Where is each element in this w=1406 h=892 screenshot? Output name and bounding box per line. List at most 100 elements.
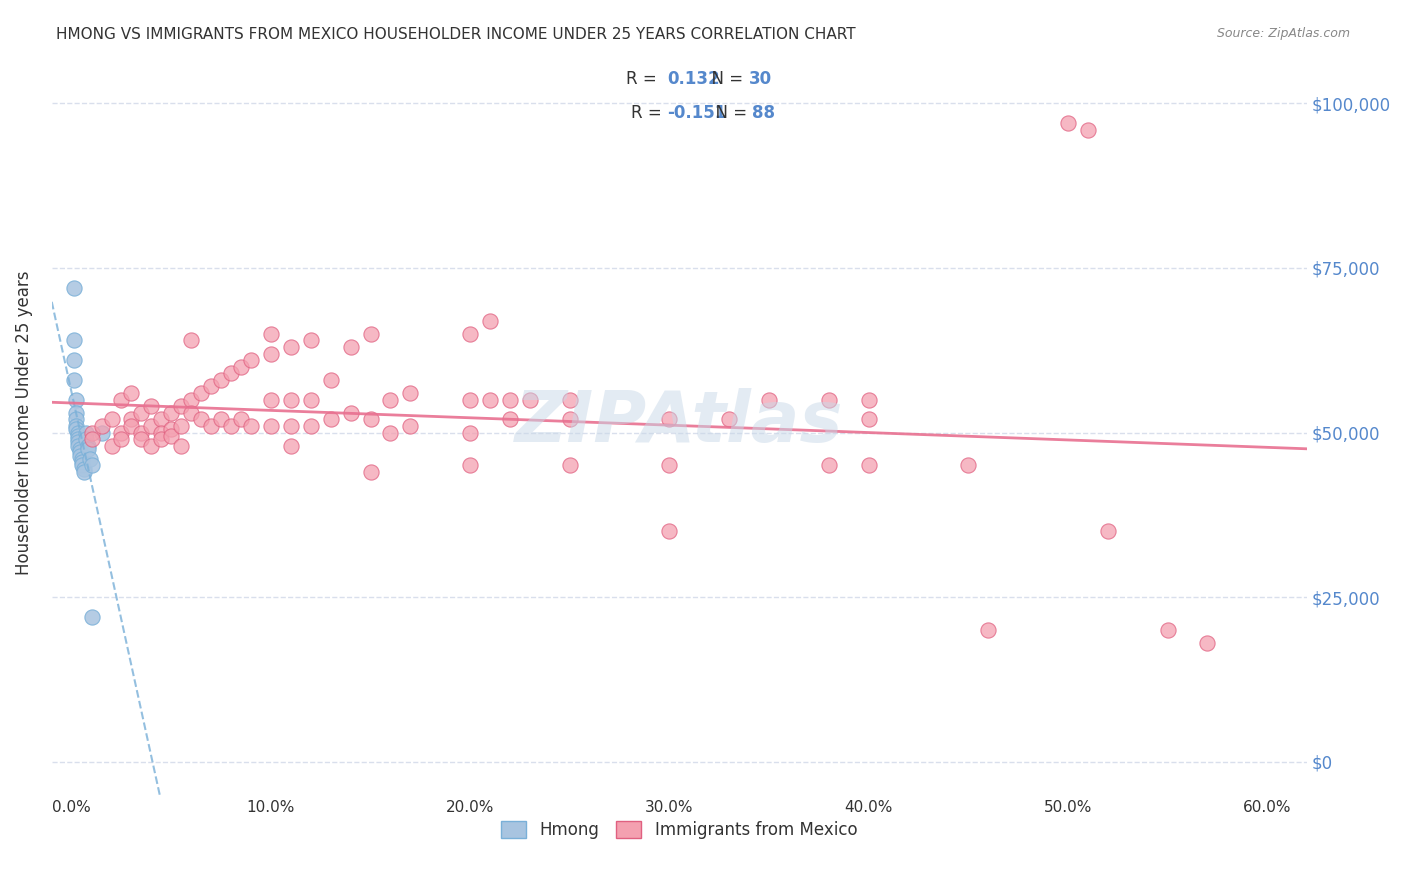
Point [120,386,142,401]
Point [110,425,132,440]
Text: N =: N = [702,70,748,88]
Point [360,326,382,341]
Point [260,419,283,434]
Point [110,392,132,407]
Point [62,373,84,387]
Point [131,432,153,446]
Point [150,425,173,440]
Point [1156,623,1178,637]
Point [110,432,132,446]
Point [190,412,212,426]
Point [65,419,87,434]
Point [90,425,112,440]
Text: ZIPAtlas: ZIPAtlas [515,388,844,458]
Point [360,465,382,479]
Point [66,439,89,453]
Point [160,429,183,443]
Point [120,419,142,434]
Point [380,392,402,407]
Point [141,399,163,413]
Point [229,412,252,426]
Point [120,412,142,426]
Point [1077,122,1099,136]
Point [200,419,222,434]
Point [65,406,87,420]
Point [339,406,361,420]
Point [558,412,581,426]
Point [458,458,481,473]
Point [240,419,263,434]
Point [758,392,780,407]
Point [558,392,581,407]
Point [62,353,84,368]
Y-axis label: Householder Income Under 25 years: Householder Income Under 25 years [15,270,32,575]
Point [1197,636,1219,650]
Text: R =: R = [631,103,666,121]
Point [1097,524,1119,539]
Text: HMONG VS IMMIGRANTS FROM MEXICO HOUSEHOLDER INCOME UNDER 25 YEARS CORRELATION CH: HMONG VS IMMIGRANTS FROM MEXICO HOUSEHOL… [56,27,856,42]
Point [658,458,681,473]
Point [299,419,322,434]
Point [519,392,541,407]
Point [79,451,101,466]
Point [240,353,263,368]
Point [75,432,97,446]
Point [858,458,880,473]
Point [499,392,522,407]
Point [380,425,402,440]
Point [72,462,94,476]
Point [90,419,112,434]
Point [260,392,283,407]
Point [280,419,302,434]
Point [399,419,422,434]
Point [479,313,502,327]
Text: 88: 88 [752,103,775,121]
Point [70,458,93,473]
Point [339,340,361,354]
Text: 30: 30 [748,70,772,88]
Point [66,425,89,440]
Point [160,422,183,436]
Point [280,392,302,407]
Point [62,281,84,295]
Point [62,334,84,348]
Point [458,425,481,440]
Point [219,419,242,434]
Text: R =: R = [626,70,666,88]
Point [66,432,89,446]
Point [65,392,87,407]
Point [299,334,322,348]
Point [66,429,89,443]
Point [80,458,103,473]
Point [170,419,193,434]
Point [80,425,103,440]
Point [229,359,252,374]
Point [150,412,173,426]
Point [72,465,94,479]
Point [360,412,382,426]
Point [75,425,97,440]
Point [180,392,202,407]
Point [260,326,283,341]
Point [977,623,1000,637]
Point [69,442,91,456]
Point [150,432,173,446]
Point [319,412,342,426]
Point [1057,116,1080,130]
Text: Source: ZipAtlas.com: Source: ZipAtlas.com [1216,27,1350,40]
Point [190,386,212,401]
Point [160,406,183,420]
Point [209,373,232,387]
Point [100,439,122,453]
Point [76,442,98,456]
Point [65,412,87,426]
Point [957,458,980,473]
Point [69,445,91,459]
Point [858,392,880,407]
Point [399,386,422,401]
Point [100,412,122,426]
Point [200,379,222,393]
Point [180,334,202,348]
Point [70,451,93,466]
Legend: Hmong, Immigrants from Mexico: Hmong, Immigrants from Mexico [495,814,863,846]
